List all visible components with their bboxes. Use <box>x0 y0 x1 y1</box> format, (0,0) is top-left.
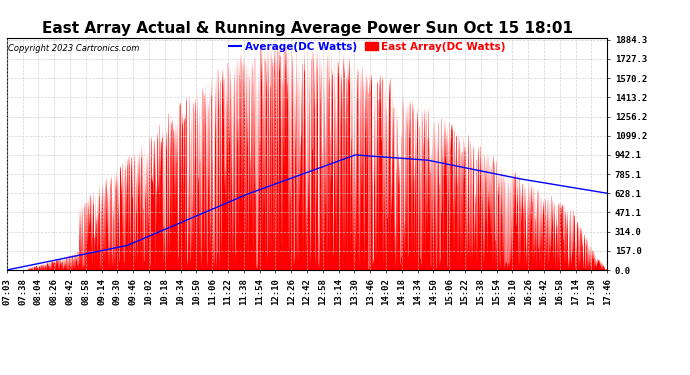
Legend: Average(DC Watts), East Array(DC Watts): Average(DC Watts), East Array(DC Watts) <box>225 38 509 56</box>
Title: East Array Actual & Running Average Power Sun Oct 15 18:01: East Array Actual & Running Average Powe… <box>41 21 573 36</box>
Text: Copyright 2023 Cartronics.com: Copyright 2023 Cartronics.com <box>8 45 139 54</box>
